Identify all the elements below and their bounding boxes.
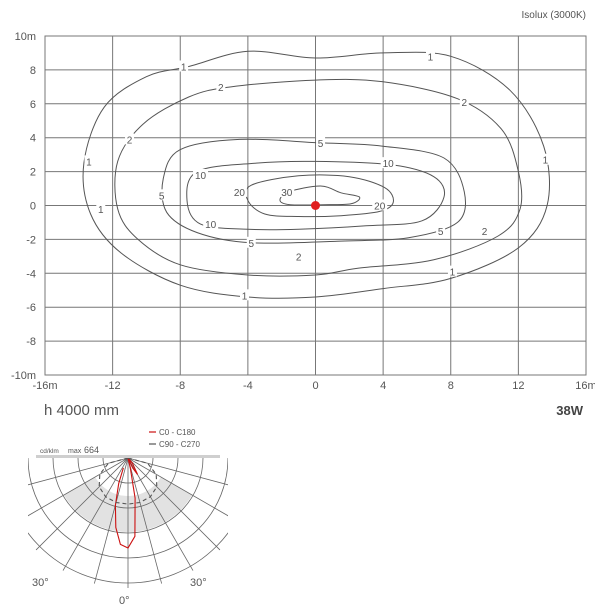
contour-label: 20 (234, 188, 246, 199)
contour-label-bg (193, 168, 209, 180)
contour-label: 1 (450, 268, 456, 279)
contour-label-bg (231, 185, 247, 197)
y-tick-label: -4 (26, 268, 36, 280)
contour-label: 30 (281, 188, 293, 199)
polar-spoke (127, 458, 221, 551)
contour-label-bg (96, 202, 106, 214)
polar-spoke (127, 458, 228, 486)
x-tick-label: -8 (175, 380, 185, 392)
contour-label-bg (157, 189, 167, 201)
light-source-point (311, 201, 320, 210)
polar-header-bar (36, 455, 220, 458)
legend-label-1: C90 - C270 (159, 440, 200, 449)
y-tick-label: 10m (15, 31, 36, 43)
contour-label-bg (372, 199, 388, 211)
contour-label: 1 (428, 52, 434, 63)
contour-label-bg (480, 224, 490, 236)
polar-spoke (62, 458, 129, 571)
contour-label-bg (425, 50, 435, 62)
x-tick-label: 4 (380, 380, 386, 392)
polar-spoke (127, 458, 228, 517)
contour-label-bg (294, 250, 304, 262)
polar-spoke (35, 458, 129, 551)
isolux-title: Isolux (3000K) (521, 10, 586, 21)
y-tick-label: -10m (11, 370, 36, 382)
contour-label: 10 (205, 220, 217, 231)
y-tick-label: -2 (26, 234, 36, 246)
contour-label-bg (380, 157, 396, 169)
polar-diagram: C0 - C180 C90 - C270 cd/klm max 664 30° 0° 30° (28, 428, 228, 606)
polar-spoke (127, 458, 194, 571)
contour-label-bg (447, 265, 457, 277)
x-tick-label: 0 (312, 380, 318, 392)
isolux-contour-20 (245, 174, 394, 218)
contour-label: 1 (181, 63, 187, 74)
polar-max-value: 664 (84, 445, 99, 455)
contour-label-bg (203, 218, 219, 230)
polar-angle-label: 30° (190, 577, 207, 589)
contour-label: 1 (86, 157, 92, 168)
isolux-contour-10 (186, 160, 445, 231)
contour-label: 2 (127, 135, 133, 146)
y-tick-label: -6 (26, 302, 36, 314)
contour-label-bg (316, 136, 326, 148)
y-tick-label: 6 (30, 99, 36, 111)
polar-spoke (28, 458, 129, 517)
y-tick-label: 8 (30, 65, 36, 77)
contour-label-bg (179, 60, 189, 72)
polar-spoke (28, 458, 129, 486)
isolux-contour-1 (82, 50, 551, 299)
polar-series-0 (114, 458, 139, 549)
contour-label: 5 (159, 191, 165, 202)
contour-label-bg (84, 155, 94, 167)
contour-label-bg (239, 289, 249, 301)
y-tick-label: 4 (30, 133, 36, 145)
x-tick-label: -4 (243, 380, 253, 392)
y-tick-label: 0 (30, 201, 36, 213)
isolux-contour-30 (279, 185, 361, 206)
contour-label-bg (279, 185, 295, 197)
legend-label-0: C0 - C180 (159, 428, 196, 437)
polar-spoke (93, 458, 129, 584)
x-tick-label: 8 (448, 380, 454, 392)
polar-max-label: max (68, 448, 82, 455)
y-tick-label: -8 (26, 336, 36, 348)
contour-label: 10 (383, 159, 395, 170)
contour-label-bg (436, 224, 446, 236)
polar-angle-label: 30° (32, 577, 49, 589)
contour-label: 20 (374, 202, 386, 213)
contour-label: 2 (461, 98, 467, 109)
contour-label: 1 (98, 205, 104, 216)
polar-grid (28, 458, 228, 588)
power-label: 38W (556, 403, 583, 418)
contour-label-bg (459, 96, 469, 108)
contour-label: 1 (242, 291, 248, 302)
contour-label: 5 (438, 227, 444, 238)
contour-label: 2 (296, 252, 302, 263)
contour-label-bg (216, 80, 226, 92)
mounting-height-label: h 4000 mm (44, 402, 120, 419)
contour-label-bg (125, 133, 135, 145)
contour-label-bg (540, 153, 550, 165)
contour-label-bg (246, 236, 256, 248)
contour-label: 1 (543, 156, 549, 167)
isolux-contour-2 (114, 78, 523, 277)
x-tick-label: 12 (512, 380, 524, 392)
polar-spoke (127, 458, 163, 584)
contour-label: 10 (195, 171, 207, 182)
contour-label: 2 (482, 227, 488, 238)
polar-unit-label: cd/klm (40, 448, 59, 455)
x-tick-label: -16m (32, 380, 57, 392)
x-tick-label: -12 (105, 380, 121, 392)
contour-label: 5 (248, 239, 254, 250)
contour-label: 2 (218, 83, 224, 94)
isolux-chart: -16m -12 -8 -4 0 4 8 12 16m10m86420-2-4-6-8-10m1… (11, 31, 595, 392)
contour-label: 5 (318, 139, 324, 150)
polar-angle-label: 0° (119, 595, 130, 606)
y-tick-label: 2 (30, 167, 36, 179)
x-tick-label: 16m (575, 380, 595, 392)
